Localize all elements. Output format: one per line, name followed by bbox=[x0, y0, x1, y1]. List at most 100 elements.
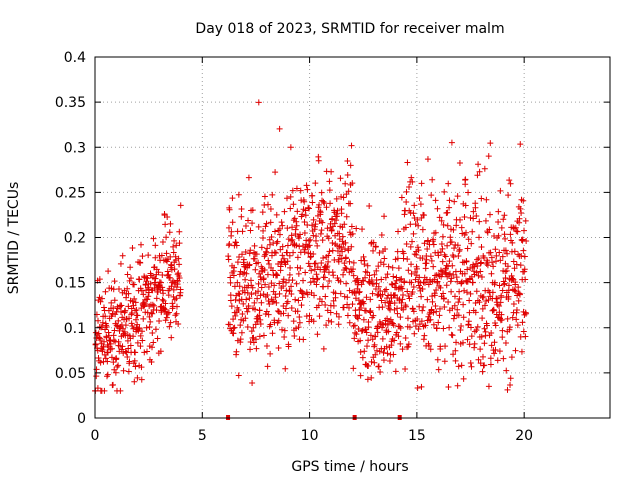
data-point bbox=[504, 263, 511, 270]
data-point bbox=[276, 231, 283, 238]
data-point bbox=[117, 260, 124, 267]
data-point bbox=[93, 334, 100, 341]
data-point bbox=[287, 205, 294, 212]
data-point bbox=[336, 230, 343, 237]
data-point bbox=[497, 299, 504, 306]
data-point bbox=[430, 263, 437, 270]
data-point bbox=[403, 188, 410, 195]
data-point bbox=[421, 279, 428, 286]
data-point bbox=[476, 218, 483, 225]
data-point bbox=[468, 363, 475, 370]
data-point bbox=[174, 278, 181, 285]
data-point bbox=[498, 316, 505, 323]
data-point bbox=[235, 372, 242, 379]
data-point bbox=[446, 204, 453, 211]
data-point bbox=[264, 271, 271, 278]
data-point bbox=[345, 247, 352, 254]
data-point bbox=[410, 308, 417, 315]
data-point bbox=[456, 288, 463, 295]
data-point bbox=[337, 278, 344, 285]
data-point bbox=[448, 331, 455, 338]
data-point bbox=[244, 289, 251, 296]
data-point bbox=[478, 195, 485, 202]
data-point bbox=[341, 260, 348, 267]
y-axis-label: SRMTID / TECUs bbox=[6, 182, 22, 295]
data-point bbox=[521, 253, 528, 260]
data-point bbox=[280, 302, 287, 309]
data-point bbox=[102, 355, 109, 362]
data-point bbox=[252, 336, 259, 343]
data-point bbox=[313, 281, 320, 288]
data-point bbox=[157, 348, 164, 355]
data-point bbox=[412, 323, 419, 330]
data-point bbox=[496, 348, 503, 355]
plot-frame bbox=[94, 56, 611, 419]
data-point bbox=[250, 339, 257, 346]
data-point bbox=[395, 265, 402, 272]
data-point bbox=[107, 340, 114, 347]
data-point bbox=[294, 254, 301, 261]
data-point bbox=[360, 316, 367, 323]
data-point bbox=[393, 277, 400, 284]
data-point bbox=[481, 340, 488, 347]
data-point bbox=[159, 272, 166, 279]
data-point bbox=[505, 192, 512, 199]
data-point bbox=[451, 198, 458, 205]
data-point bbox=[293, 242, 300, 249]
data-point bbox=[280, 310, 287, 317]
data-point bbox=[97, 337, 104, 344]
data-point bbox=[489, 289, 496, 296]
data-point bbox=[499, 253, 506, 260]
data-point bbox=[234, 279, 241, 286]
data-point bbox=[149, 310, 156, 317]
data-point bbox=[322, 293, 329, 300]
data-point bbox=[111, 366, 118, 373]
data-point bbox=[342, 265, 349, 272]
data-point bbox=[333, 310, 340, 317]
data-point bbox=[520, 247, 527, 254]
data-point bbox=[355, 326, 362, 333]
data-point bbox=[464, 245, 471, 252]
data-point bbox=[513, 316, 520, 323]
data-point bbox=[364, 262, 371, 269]
data-point bbox=[258, 299, 265, 306]
data-point bbox=[293, 222, 300, 229]
data-point bbox=[271, 249, 278, 256]
data-point bbox=[131, 281, 138, 288]
data-point bbox=[153, 307, 160, 314]
data-point bbox=[101, 387, 108, 394]
data-point bbox=[422, 322, 429, 329]
data-point bbox=[177, 202, 184, 209]
data-point bbox=[450, 271, 457, 278]
data-point bbox=[342, 239, 349, 246]
data-point bbox=[466, 309, 473, 316]
data-point bbox=[396, 323, 403, 330]
data-point bbox=[513, 228, 520, 235]
data-point bbox=[505, 282, 512, 289]
data-point bbox=[164, 268, 171, 275]
data-point bbox=[235, 307, 242, 314]
data-point bbox=[300, 277, 307, 284]
data-point bbox=[477, 268, 484, 275]
data-point bbox=[251, 299, 258, 306]
data-point bbox=[508, 272, 515, 279]
data-point bbox=[444, 242, 451, 249]
data-point bbox=[238, 329, 245, 336]
data-point bbox=[144, 275, 151, 282]
data-point bbox=[277, 263, 284, 270]
data-point bbox=[246, 250, 253, 257]
data-point bbox=[509, 314, 516, 321]
data-point bbox=[520, 197, 527, 204]
data-point bbox=[110, 359, 117, 366]
data-point bbox=[285, 312, 292, 319]
data-point bbox=[173, 295, 180, 302]
data-point bbox=[279, 222, 286, 229]
data-point bbox=[522, 276, 529, 283]
data-point bbox=[415, 222, 422, 229]
data-point bbox=[498, 311, 505, 318]
data-point bbox=[130, 333, 137, 340]
data-point bbox=[127, 264, 134, 271]
data-point bbox=[449, 332, 456, 339]
data-point bbox=[356, 289, 363, 296]
